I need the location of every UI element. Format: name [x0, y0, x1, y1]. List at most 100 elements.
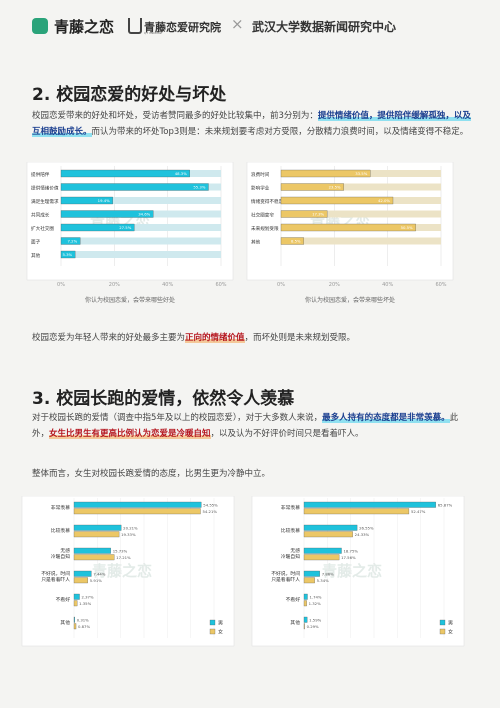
bar-value-label: 55.3%: [193, 185, 205, 190]
chart-panel: [26, 162, 234, 281]
s3p1-a: 对于校园长跑的爱情（调查中指5年及以上的校园恋爱），对于大多数人来说，: [32, 413, 323, 423]
bar: [60, 250, 76, 259]
bar-female: [303, 623, 305, 630]
bar-value-label: 24.33%: [355, 532, 370, 537]
bar-track: [61, 224, 221, 231]
bar-male: [303, 570, 320, 577]
category-label: 非常羡慕: [51, 504, 70, 511]
category-label: 浪费时间: [251, 171, 270, 178]
s2p1-b: 而认为带来的坏处Top3则是：未来规划要考虑对方受限，分散精力浪费时间，以及情绪…: [91, 127, 469, 137]
bar-track: [61, 237, 221, 245]
chart-caption: 你认为校园恋爱，会带来哪些坏处: [305, 296, 395, 304]
legend-label: 女: [218, 629, 223, 636]
x-tick-label: 60%: [215, 282, 226, 288]
bar-female: [303, 531, 353, 538]
watermark: 青藤之恋: [322, 562, 382, 580]
category-label: 共同成长: [31, 212, 50, 219]
university-name: 武汉大学数据新闻研究中心: [252, 20, 397, 34]
category-label: 其他: [290, 619, 300, 626]
bar: [280, 223, 416, 232]
category-label: 不看好: [286, 596, 301, 603]
bar-female: [73, 600, 78, 607]
bar-value-label: 1.32%: [309, 601, 321, 606]
bar-male: [303, 501, 436, 508]
long-term-love-charts: 青藤之恋 非常羡慕 54.55% 54.21% 比较羡慕 20.21% 19.33% 无感冷暖…: [21, 496, 465, 647]
brand-name: 青藤之恋: [54, 18, 115, 36]
bar-value-label: 0.29%: [307, 624, 319, 629]
category-label: 其他: [251, 239, 261, 246]
bar-female: [303, 600, 307, 607]
bar-value-label: 33.5%: [355, 171, 367, 176]
bar: [60, 183, 209, 191]
bar-value-label: 7.44%: [93, 571, 105, 576]
chart-panel: [21, 496, 235, 647]
category-label: 无感: [60, 547, 70, 554]
bar-value-label: 20.21%: [123, 525, 138, 530]
bar-value-label: 34.6%: [138, 212, 150, 217]
bar: [280, 196, 394, 205]
bar-value-label: 54.21%: [202, 509, 217, 514]
separator: ×: [231, 15, 244, 33]
bar: [60, 237, 81, 245]
category-label: 影响学业: [251, 185, 270, 192]
bar-value-label: 2.37%: [82, 594, 94, 599]
bar-male: [303, 524, 358, 531]
bar: [60, 196, 113, 205]
category-label: 满足生理需求: [31, 198, 59, 205]
bar-value-label: 52.47%: [411, 509, 426, 514]
bar-female: [73, 554, 115, 561]
legend-label: 男: [218, 621, 223, 627]
bar-value-label: 8.5%: [291, 239, 301, 244]
s3p1-c: ，以及认为不好评价时间只是看着吓人。: [210, 429, 364, 439]
attitude-chart-left: 青藤之恋 非常羡慕 54.55% 54.21% 比较羡慕 20.21% 19.33% 无感冷暖…: [21, 496, 235, 647]
category-label: 扩大社交圈: [31, 225, 54, 232]
bar-female: [73, 623, 77, 630]
category-label: 比较羡慕: [51, 527, 70, 534]
bar-track: [61, 251, 221, 258]
legend-label: 女: [448, 629, 453, 636]
legend-label: 男: [448, 621, 453, 627]
x-tick-label: 20%: [109, 282, 120, 288]
category-label: 情绪变得不稳定: [251, 198, 284, 205]
bar-value-label: 19.4%: [98, 198, 110, 203]
bar: [280, 237, 304, 245]
bar-male: [303, 547, 342, 554]
bar-male: [73, 616, 75, 623]
bar-female: [303, 577, 315, 584]
bar-male: [73, 524, 122, 531]
x-tick-label: 60%: [435, 282, 446, 288]
s2p2-b: ，而坏处则是未来规划受限。: [244, 333, 356, 343]
legend-swatch: [439, 628, 446, 635]
bar-value-label: 27.5%: [119, 225, 131, 230]
bar-value-label: 50.5%: [401, 225, 413, 230]
bar-track: [281, 183, 441, 191]
bar: [60, 210, 154, 218]
category-label: 只是看着吓人: [271, 576, 300, 583]
bar-value-label: 7.2%: [68, 239, 78, 244]
bar-value-label: 1.59%: [309, 617, 321, 622]
category-label: 未来规划受限: [251, 225, 279, 232]
institute-name: 青藤恋爱研究院: [144, 21, 221, 34]
bar-value-label: 19.33%: [121, 532, 136, 537]
bar-male: [73, 570, 92, 577]
bar: [280, 183, 344, 191]
bar-value-label: 15.73%: [113, 548, 128, 553]
bar-male: [303, 616, 308, 623]
watermark: 青藤之恋: [92, 562, 152, 580]
category-label: 比较羡慕: [281, 527, 300, 534]
category-label: 冷暖自知: [51, 553, 70, 560]
bar-male: [73, 501, 202, 508]
flask-icon: [128, 18, 142, 34]
bar-value-label: 26.55%: [359, 525, 374, 530]
bar-value-label: 5.3%: [62, 252, 72, 257]
bar: [60, 223, 135, 232]
section2-conclusion: 校园恋爱为年轻人带来的好处最多主要为正向的情绪价值，而坏处则是未来规划受限。: [32, 330, 472, 346]
category-label: 提供陪伴: [31, 171, 50, 178]
x-tick-label: 0%: [57, 282, 65, 288]
bar-value-label: 1.74%: [309, 594, 321, 599]
bar-value-label: 5.91%: [90, 578, 102, 583]
bar-female: [303, 554, 340, 561]
